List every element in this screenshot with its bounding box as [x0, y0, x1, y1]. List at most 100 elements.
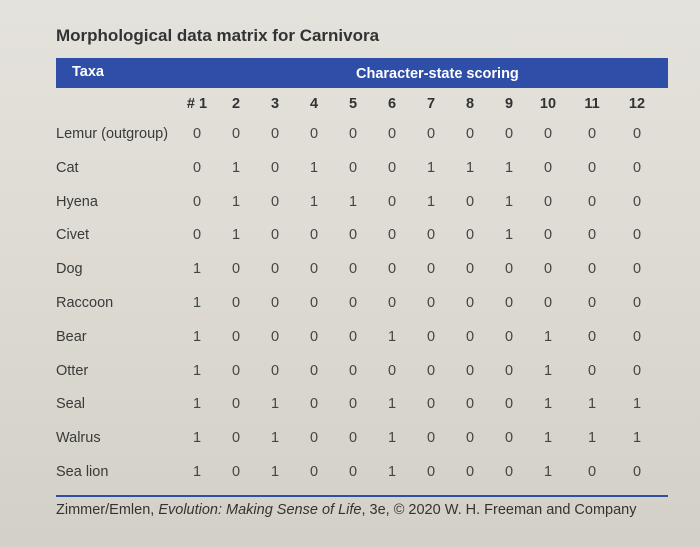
character-number-3: 3: [270, 96, 280, 112]
state-cell: 0: [465, 295, 475, 311]
state-cell: 0: [504, 295, 514, 311]
character-number-12: 12: [628, 96, 646, 112]
state-cell: 0: [543, 227, 553, 243]
state-cell: 0: [587, 227, 597, 243]
character-number-row: # 1 2 3 4 5 6 7 8 9 10 11 12: [0, 96, 700, 120]
state-cell: 0: [587, 261, 597, 277]
state-cell: 0: [309, 464, 319, 480]
state-cell: 0: [465, 396, 475, 412]
state-cell: 0: [348, 430, 358, 446]
taxon-name: Civet: [56, 227, 90, 243]
state-cell: 1: [543, 396, 553, 412]
state-cell: 1: [192, 464, 202, 480]
state-cell: 1: [270, 464, 280, 480]
state-cell: 0: [426, 126, 436, 142]
state-cell: 0: [632, 329, 642, 345]
character-number-7: 7: [426, 96, 436, 112]
character-number-6: 6: [387, 96, 397, 112]
state-cell: 0: [348, 396, 358, 412]
scoring-header-label: Character-state scoring: [356, 66, 519, 82]
state-cell: 0: [504, 464, 514, 480]
state-cell: 0: [192, 194, 202, 210]
state-cell: 0: [387, 261, 397, 277]
state-cell: 0: [465, 430, 475, 446]
state-cell: 0: [426, 430, 436, 446]
state-cell: 1: [192, 363, 202, 379]
state-cell: 0: [231, 363, 241, 379]
taxon-name: Sea lion: [56, 464, 109, 480]
table-row: Bear 1 0 0 0 0 1 0 0 0 1 0 0: [0, 329, 700, 353]
state-cell: 0: [426, 363, 436, 379]
state-cell: 0: [348, 295, 358, 311]
state-cell: 1: [387, 329, 397, 345]
state-cell: 0: [587, 363, 597, 379]
state-cell: 0: [426, 295, 436, 311]
state-cell: 0: [465, 363, 475, 379]
state-cell: 1: [504, 194, 514, 210]
state-cell: 1: [426, 160, 436, 176]
taxa-header-label: Taxa: [72, 64, 104, 80]
state-cell: 1: [192, 261, 202, 277]
state-cell: 1: [270, 396, 280, 412]
state-cell: 1: [231, 227, 241, 243]
state-cell: 0: [587, 295, 597, 311]
state-cell: 1: [504, 160, 514, 176]
state-cell: 0: [348, 126, 358, 142]
state-cell: 1: [192, 295, 202, 311]
state-cell: 1: [632, 396, 642, 412]
state-cell: 0: [192, 126, 202, 142]
table-header-bar: Taxa Character-state scoring: [56, 58, 668, 88]
table-row: Cat 0 1 0 1 0 0 1 1 1 0 0 0: [0, 160, 700, 184]
footer-rule: [56, 495, 668, 497]
state-cell: 0: [587, 329, 597, 345]
state-cell: 0: [348, 261, 358, 277]
table-row: Walrus 1 0 1 0 0 1 0 0 0 1 1 1: [0, 430, 700, 454]
taxon-name: Cat: [56, 160, 79, 176]
state-cell: 0: [504, 430, 514, 446]
state-cell: 0: [348, 160, 358, 176]
state-cell: 0: [587, 160, 597, 176]
state-cell: 0: [587, 464, 597, 480]
state-cell: 0: [231, 295, 241, 311]
state-cell: 0: [632, 160, 642, 176]
taxon-name: Hyena: [56, 194, 98, 210]
character-number-2: 2: [231, 96, 241, 112]
state-cell: 1: [231, 194, 241, 210]
state-cell: 0: [231, 464, 241, 480]
citation-book-title: Evolution: Making Sense of Life: [158, 502, 362, 518]
state-cell: 0: [632, 227, 642, 243]
state-cell: 0: [504, 126, 514, 142]
state-cell: 1: [465, 160, 475, 176]
state-cell: 0: [504, 396, 514, 412]
table-title: Morphological data matrix for Carnivora: [56, 26, 380, 45]
state-cell: 1: [192, 329, 202, 345]
state-cell: 1: [231, 160, 241, 176]
state-cell: 0: [426, 396, 436, 412]
state-cell: 1: [309, 160, 319, 176]
state-cell: 0: [543, 160, 553, 176]
taxon-name: Walrus: [56, 430, 101, 446]
state-cell: 1: [543, 329, 553, 345]
character-number-5: 5: [348, 96, 358, 112]
state-cell: 0: [387, 363, 397, 379]
table-row: Seal 1 0 1 0 0 1 0 0 0 1 1 1: [0, 396, 700, 420]
state-cell: 0: [543, 295, 553, 311]
character-number-9: 9: [504, 96, 514, 112]
character-number-11: 11: [584, 96, 600, 112]
state-cell: 0: [231, 430, 241, 446]
state-cell: 1: [387, 464, 397, 480]
state-cell: 0: [348, 329, 358, 345]
state-cell: 0: [632, 194, 642, 210]
state-cell: 1: [543, 464, 553, 480]
state-cell: 0: [270, 261, 280, 277]
citation-authors: Zimmer/Emlen,: [56, 502, 159, 518]
state-cell: 0: [270, 295, 280, 311]
state-cell: 0: [387, 295, 397, 311]
state-cell: 0: [309, 227, 319, 243]
state-cell: 0: [192, 160, 202, 176]
state-cell: 1: [543, 430, 553, 446]
state-cell: 0: [387, 194, 397, 210]
taxon-name: Bear: [56, 329, 87, 345]
citation: Zimmer/Emlen, Evolution: Making Sense of…: [56, 502, 676, 518]
